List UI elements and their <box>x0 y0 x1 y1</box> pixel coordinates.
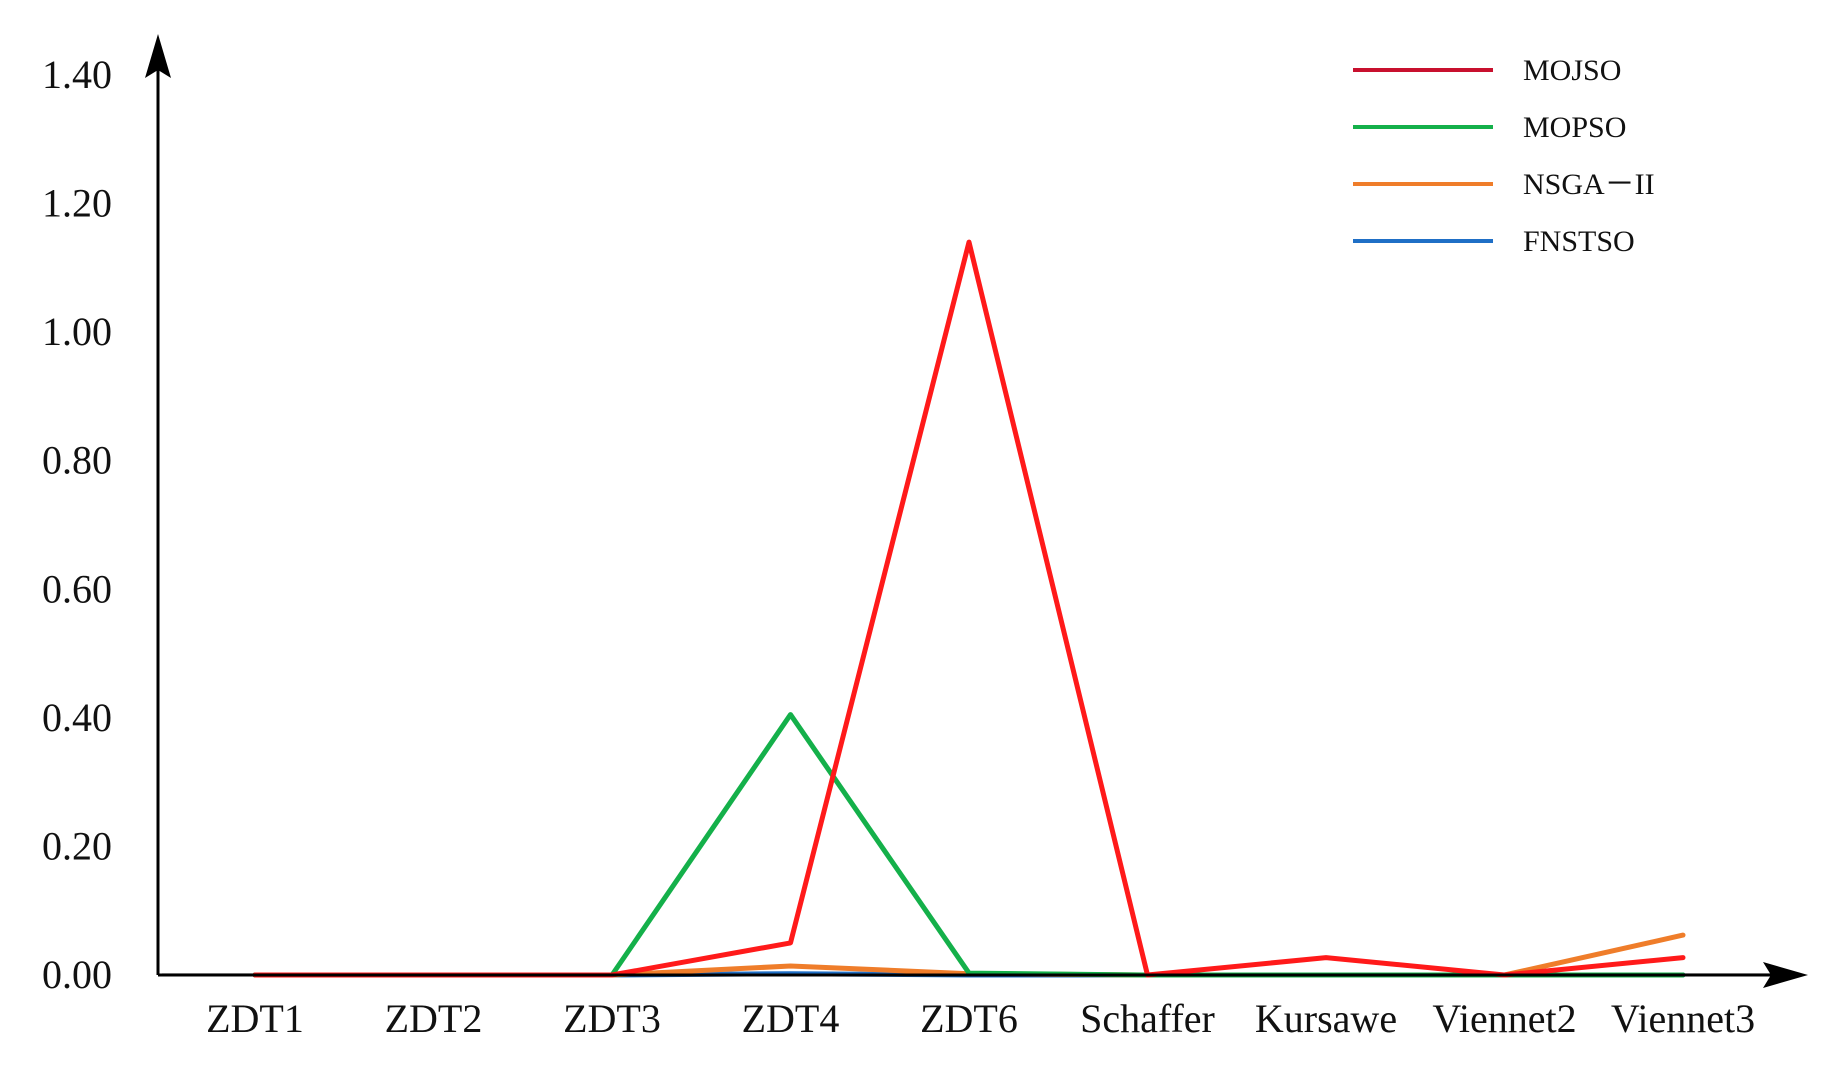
y-tick-labels: 0.00 0.20 0.40 0.60 0.80 1.00 1.20 1.40 <box>42 52 112 997</box>
y-tick-label: 1.40 <box>42 52 112 97</box>
legend: MOJSO MOPSO NSGA－II FNSTSO <box>1353 54 1655 258</box>
series-line-mopso <box>252 712 1686 978</box>
x-tick-label: ZDT6 <box>920 996 1018 1041</box>
y-tick-label: 1.00 <box>42 309 112 354</box>
x-tick-labels: ZDT1 ZDT2 ZDT3 ZDT4 ZDT6 Schaffer Kursawe Vienn… <box>206 996 1755 1041</box>
series-lines <box>252 239 1686 978</box>
legend-label: MOJSO <box>1523 54 1621 87</box>
x-tick-label: Kursawe <box>1255 996 1397 1041</box>
x-tick-label: ZDT3 <box>563 996 661 1041</box>
x-tick-label: ZDT4 <box>742 996 840 1041</box>
y-tick-label: 0.20 <box>42 823 112 868</box>
y-axis-arrow-icon <box>145 34 171 78</box>
x-tick-label: ZDT1 <box>206 996 304 1041</box>
x-tick-label: ZDT2 <box>385 996 483 1041</box>
x-tick-label: Viennet2 <box>1432 996 1576 1041</box>
x-tick-label: Viennet3 <box>1611 996 1755 1041</box>
series-line-mojso <box>252 239 1686 978</box>
axes <box>145 34 1808 988</box>
y-tick-label: 0.80 <box>42 438 112 483</box>
legend-label: FNSTSO <box>1523 225 1635 258</box>
legend-label: NSGA－II <box>1523 168 1655 201</box>
y-tick-label: 0.00 <box>42 952 112 997</box>
x-tick-label: Schaffer <box>1080 996 1215 1041</box>
y-tick-label: 1.20 <box>42 181 112 226</box>
y-tick-label: 0.40 <box>42 695 112 740</box>
x-axis-arrow-icon <box>1763 962 1808 988</box>
y-tick-label: 0.60 <box>42 566 112 611</box>
legend-label: MOPSO <box>1523 111 1626 144</box>
